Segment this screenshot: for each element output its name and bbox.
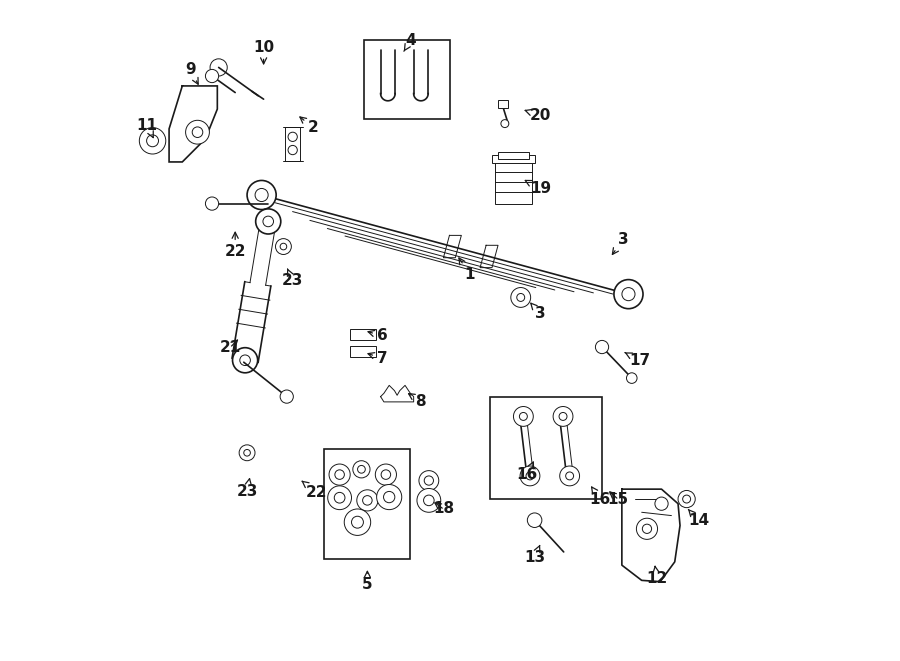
- Circle shape: [357, 465, 365, 473]
- Circle shape: [501, 120, 508, 128]
- Circle shape: [683, 495, 690, 503]
- Circle shape: [514, 407, 534, 426]
- Circle shape: [140, 128, 166, 154]
- Circle shape: [248, 180, 276, 210]
- Circle shape: [566, 472, 573, 480]
- Circle shape: [334, 492, 345, 503]
- Text: 8: 8: [409, 393, 426, 408]
- Bar: [349, 329, 376, 340]
- Circle shape: [520, 466, 540, 486]
- Circle shape: [375, 464, 397, 485]
- Circle shape: [678, 490, 695, 508]
- Circle shape: [329, 464, 350, 485]
- Text: 23: 23: [237, 479, 257, 498]
- Circle shape: [356, 490, 378, 511]
- Circle shape: [418, 471, 439, 490]
- Circle shape: [344, 509, 371, 535]
- Text: 12: 12: [646, 566, 668, 586]
- Text: 19: 19: [526, 180, 551, 196]
- Circle shape: [517, 293, 525, 301]
- Bar: [498, 100, 508, 108]
- Circle shape: [424, 476, 434, 485]
- Circle shape: [263, 216, 274, 227]
- Text: 11: 11: [137, 118, 157, 137]
- Bar: [490, 397, 602, 499]
- Circle shape: [554, 407, 573, 426]
- Circle shape: [280, 243, 287, 250]
- Circle shape: [527, 513, 542, 527]
- Circle shape: [381, 470, 391, 479]
- Circle shape: [255, 188, 268, 202]
- Bar: [499, 152, 528, 159]
- Circle shape: [353, 461, 370, 478]
- Text: 21: 21: [220, 340, 241, 354]
- Text: 3: 3: [612, 232, 628, 254]
- Text: 16: 16: [517, 462, 538, 482]
- Circle shape: [643, 524, 652, 533]
- Text: 10: 10: [253, 40, 274, 64]
- Circle shape: [193, 127, 202, 137]
- Circle shape: [185, 120, 210, 144]
- Text: 13: 13: [524, 545, 545, 564]
- Bar: [324, 449, 410, 559]
- Bar: [491, 155, 536, 163]
- Text: 1: 1: [459, 258, 475, 282]
- Circle shape: [328, 486, 352, 510]
- Circle shape: [614, 280, 643, 309]
- Circle shape: [275, 239, 292, 254]
- Circle shape: [280, 390, 293, 403]
- Text: 15: 15: [608, 492, 628, 506]
- Text: 23: 23: [282, 269, 303, 288]
- Circle shape: [560, 466, 580, 486]
- Circle shape: [383, 491, 395, 503]
- Circle shape: [335, 470, 345, 479]
- Circle shape: [147, 135, 158, 147]
- Circle shape: [244, 449, 250, 456]
- Circle shape: [352, 516, 364, 528]
- Bar: [495, 159, 532, 204]
- Circle shape: [363, 496, 372, 505]
- Circle shape: [424, 495, 434, 506]
- Circle shape: [417, 488, 441, 512]
- Text: 14: 14: [688, 510, 709, 528]
- Text: 17: 17: [626, 352, 651, 368]
- Bar: [364, 40, 450, 119]
- Bar: [285, 127, 300, 161]
- Text: 5: 5: [362, 571, 373, 592]
- Text: 6: 6: [368, 329, 387, 343]
- Circle shape: [596, 340, 608, 354]
- Circle shape: [239, 445, 255, 461]
- Circle shape: [232, 348, 257, 373]
- Circle shape: [256, 209, 281, 234]
- Circle shape: [622, 288, 635, 301]
- Circle shape: [288, 132, 297, 141]
- Circle shape: [239, 355, 250, 366]
- Circle shape: [559, 412, 567, 420]
- Circle shape: [205, 69, 219, 83]
- Text: 9: 9: [184, 62, 198, 84]
- Circle shape: [636, 518, 658, 539]
- Circle shape: [519, 412, 527, 420]
- Circle shape: [526, 472, 534, 480]
- Circle shape: [288, 145, 297, 155]
- Circle shape: [210, 59, 227, 76]
- Circle shape: [205, 197, 219, 210]
- Text: 2: 2: [300, 117, 319, 135]
- Text: 3: 3: [531, 303, 546, 321]
- Text: 22: 22: [302, 481, 328, 500]
- Text: 4: 4: [404, 34, 416, 52]
- Text: 7: 7: [368, 351, 387, 366]
- Bar: [349, 346, 376, 357]
- Circle shape: [511, 288, 531, 307]
- Text: 20: 20: [526, 108, 551, 123]
- Text: 18: 18: [433, 502, 454, 516]
- Circle shape: [376, 485, 401, 510]
- Text: 22: 22: [224, 232, 246, 258]
- Circle shape: [626, 373, 637, 383]
- Text: 16: 16: [590, 487, 611, 506]
- Circle shape: [655, 497, 668, 510]
